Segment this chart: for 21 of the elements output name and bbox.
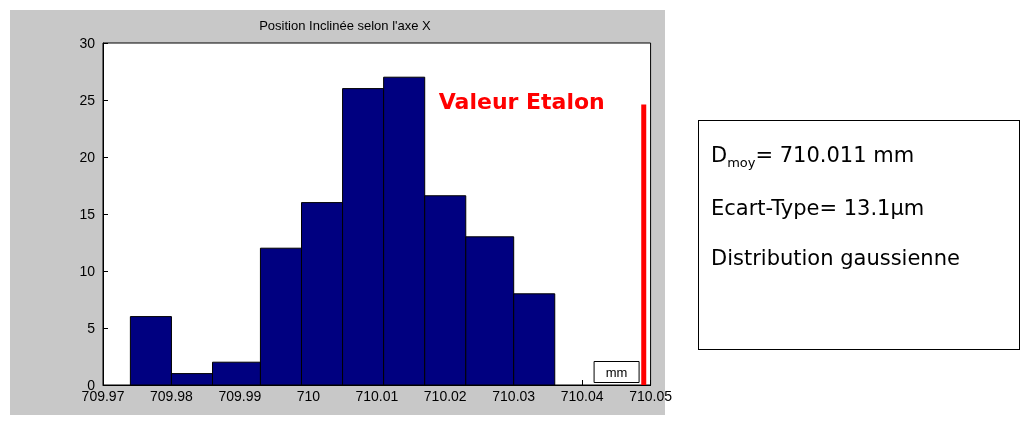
ref-line-label: Valeur Etalon: [438, 88, 605, 114]
chart-title: Position Inclinée selon l'axe X: [259, 18, 432, 33]
y-tick-label: 30: [79, 35, 96, 51]
y-tick-label: 15: [79, 206, 96, 222]
x-tick-label: 709.99: [218, 388, 262, 404]
x-tick-label: 710.03: [492, 388, 536, 404]
annotation: mm: [605, 364, 628, 380]
x-tick-label: 710.04: [560, 388, 604, 404]
text: Ecart-Type= 13.1µm: [711, 196, 926, 221]
y-tick-label: 25: [79, 92, 96, 108]
text: D$_{moy}$= 710.011 mm: [711, 143, 916, 171]
x-tick-label: 710.01: [355, 388, 399, 404]
x-tick-label: 710: [296, 388, 321, 404]
y-tick-label: 5: [87, 320, 96, 336]
x-tick-label: 710.05: [629, 388, 673, 404]
x-tick-label: 710.02: [423, 388, 467, 404]
y-tick-label: 10: [79, 263, 96, 279]
text: Distribution gaussienne: [711, 246, 961, 271]
y-tick-label: 20: [79, 149, 96, 165]
y-tick-label: 0: [87, 377, 96, 393]
x-tick-label: 709.98: [150, 388, 194, 404]
